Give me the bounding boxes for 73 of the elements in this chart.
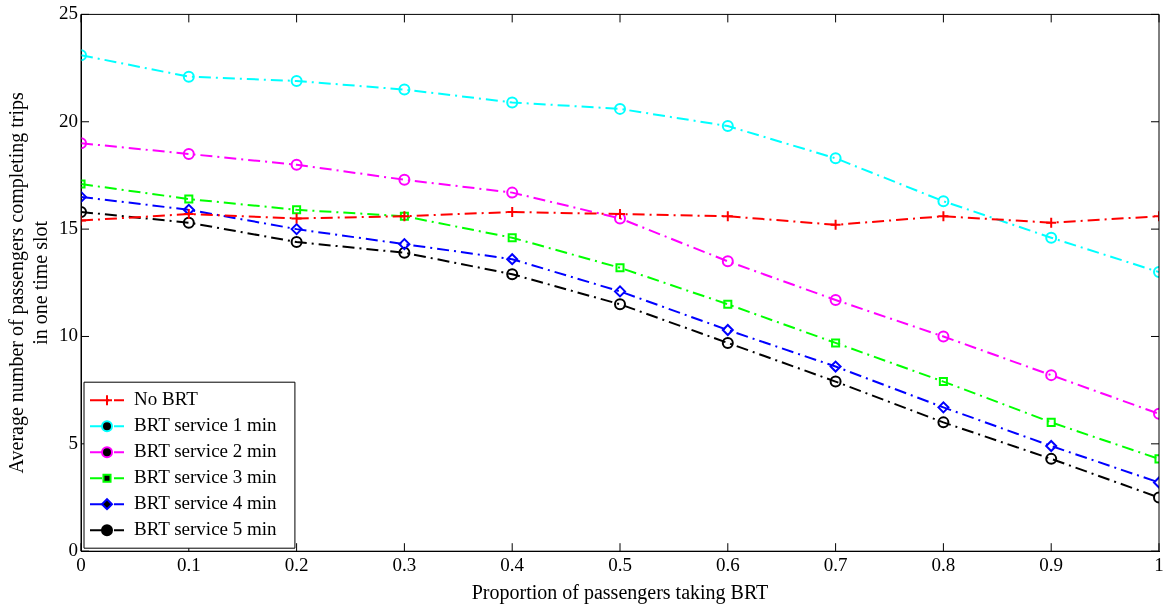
point xyxy=(292,205,302,215)
legend-label: BRT service 5 min xyxy=(134,518,278,540)
x-tick-label: 0.4 xyxy=(500,553,525,575)
point xyxy=(723,299,733,309)
point xyxy=(398,246,411,259)
y-tick-label: 10 xyxy=(59,324,78,346)
point xyxy=(182,216,195,229)
point xyxy=(829,360,842,373)
point xyxy=(614,298,626,311)
x-tick-label: 0.7 xyxy=(823,553,848,575)
point xyxy=(937,401,950,414)
x-tick-label: 0.3 xyxy=(392,553,417,575)
point xyxy=(506,96,519,109)
point xyxy=(721,336,734,349)
legend-label: BRT service 1 min xyxy=(134,414,278,436)
x-tick-label: 0.8 xyxy=(931,553,956,575)
point xyxy=(290,74,303,87)
point xyxy=(937,416,950,429)
point xyxy=(182,70,195,83)
point xyxy=(937,195,950,208)
point xyxy=(1046,417,1056,427)
legend-label: BRT service 3 min xyxy=(134,466,278,488)
point xyxy=(506,186,519,199)
y-tick-label: 0 xyxy=(68,539,78,561)
point xyxy=(831,338,841,348)
y-tick-label: 5 xyxy=(68,431,78,453)
point xyxy=(721,324,734,337)
point xyxy=(184,194,194,204)
point xyxy=(290,212,303,225)
x-tick-label: 0.1 xyxy=(176,553,201,575)
point xyxy=(829,218,842,231)
y-tick-label: 20 xyxy=(59,109,78,131)
point xyxy=(614,285,626,298)
point xyxy=(290,158,303,171)
x-tick-label: 0.5 xyxy=(608,553,632,575)
y-tick-label: 15 xyxy=(59,217,78,239)
point xyxy=(721,120,734,133)
point xyxy=(507,233,517,243)
point xyxy=(1045,216,1058,229)
point xyxy=(398,83,411,96)
point xyxy=(938,377,948,387)
point xyxy=(290,223,303,236)
legend-label: No BRT xyxy=(134,388,199,410)
point xyxy=(398,173,411,186)
point xyxy=(937,330,950,343)
point xyxy=(182,147,195,160)
point xyxy=(721,210,734,223)
point xyxy=(614,102,626,115)
x-tick-label: 1 xyxy=(1154,553,1164,575)
point xyxy=(1045,439,1058,452)
point xyxy=(506,253,519,266)
point xyxy=(398,238,411,251)
point xyxy=(829,152,842,165)
y-tick-label: 25 xyxy=(59,2,78,24)
x-tick-label: 0.2 xyxy=(284,553,309,575)
point xyxy=(829,375,842,388)
point xyxy=(937,210,950,223)
x-axis-title: Proportion of passengers taking BRT xyxy=(471,581,769,605)
point xyxy=(1045,452,1058,465)
point xyxy=(1045,231,1058,244)
point xyxy=(829,293,842,306)
legend-label: BRT service 4 min xyxy=(134,492,278,514)
x-tick-label: 0.6 xyxy=(715,553,740,575)
point xyxy=(506,268,519,281)
point xyxy=(614,212,626,225)
point xyxy=(182,203,195,216)
y-axis-title: Average number of passengers completing trips in one time slot xyxy=(5,92,52,474)
point xyxy=(290,236,303,248)
point xyxy=(1045,369,1058,382)
x-tick-label: 0.9 xyxy=(1039,553,1064,575)
point xyxy=(615,263,625,273)
point xyxy=(721,255,734,268)
legend-label: BRT service 2 min xyxy=(134,440,278,462)
